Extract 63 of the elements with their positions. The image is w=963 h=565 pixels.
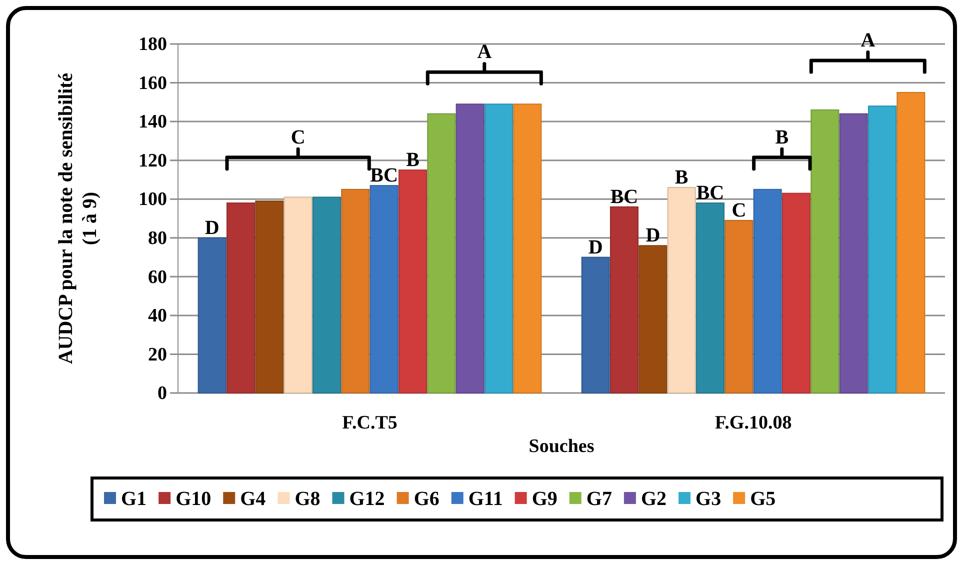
legend-label: G6 [414, 488, 440, 510]
y-tick-label: 100 [138, 189, 167, 210]
bar [724, 220, 754, 394]
legend-label: G2 [640, 488, 667, 510]
legend-label: G9 [532, 488, 558, 510]
y-tick-label: 120 [138, 150, 167, 172]
bar [810, 109, 840, 394]
bar [696, 202, 725, 394]
legend-label: G1 [121, 488, 147, 510]
y-tick-label: 140 [138, 112, 167, 133]
y-axis-title: AUDCP pour la note de sensibilité (1 à 9) [55, 72, 101, 364]
annotation: B [775, 126, 789, 148]
bar [198, 237, 226, 394]
legend-label: G11 [468, 488, 503, 510]
annotation: BC [696, 182, 724, 204]
bar [610, 206, 639, 394]
bar [427, 113, 456, 394]
annotation: BC [610, 186, 638, 208]
bar [484, 104, 514, 394]
bar [782, 192, 811, 394]
bar [638, 245, 668, 394]
bar [456, 104, 484, 394]
bar [284, 196, 312, 394]
annotation: A [477, 41, 492, 64]
bar [753, 188, 782, 394]
legend-label: G3 [696, 488, 722, 510]
bar [312, 196, 342, 394]
y-tick-label: 60 [148, 266, 167, 288]
y-tick-label: 40 [148, 306, 167, 327]
x-tick-label: F.G.10.08 [714, 412, 792, 434]
y-tick-label: 160 [138, 72, 167, 94]
bar [868, 106, 897, 394]
annotation: C [732, 199, 746, 222]
annotation: D [204, 216, 220, 239]
y-tick-label: 20 [148, 344, 167, 366]
legend-label: G5 [750, 488, 776, 510]
bar [255, 200, 284, 394]
bar [226, 202, 256, 394]
bar [581, 256, 610, 394]
legend-label: G10 [176, 488, 212, 510]
x-tick-label: F.C.T5 [342, 412, 398, 434]
bar [839, 113, 868, 394]
annotation: B [406, 149, 420, 172]
y-tick-label: 180 [138, 34, 167, 56]
bar [370, 185, 398, 394]
y-tick-label: 80 [148, 228, 167, 249]
annotation: BC [370, 164, 398, 187]
legend-label: G7 [586, 488, 612, 510]
annotation: D [646, 224, 660, 247]
y-tick-label: 0 [158, 383, 167, 404]
annotation: C [290, 126, 306, 148]
legend-label: G12 [349, 488, 385, 510]
bar [667, 186, 696, 394]
bar [398, 170, 428, 394]
annotation: A [860, 29, 876, 52]
annotation: D [588, 236, 603, 258]
bar [896, 92, 926, 394]
legend-label: G4 [240, 488, 266, 510]
x-axis-title: Souches [528, 436, 594, 457]
annotation: B [674, 166, 688, 188]
legend-label: G8 [294, 488, 320, 510]
bar [513, 104, 542, 394]
bar [341, 188, 370, 394]
